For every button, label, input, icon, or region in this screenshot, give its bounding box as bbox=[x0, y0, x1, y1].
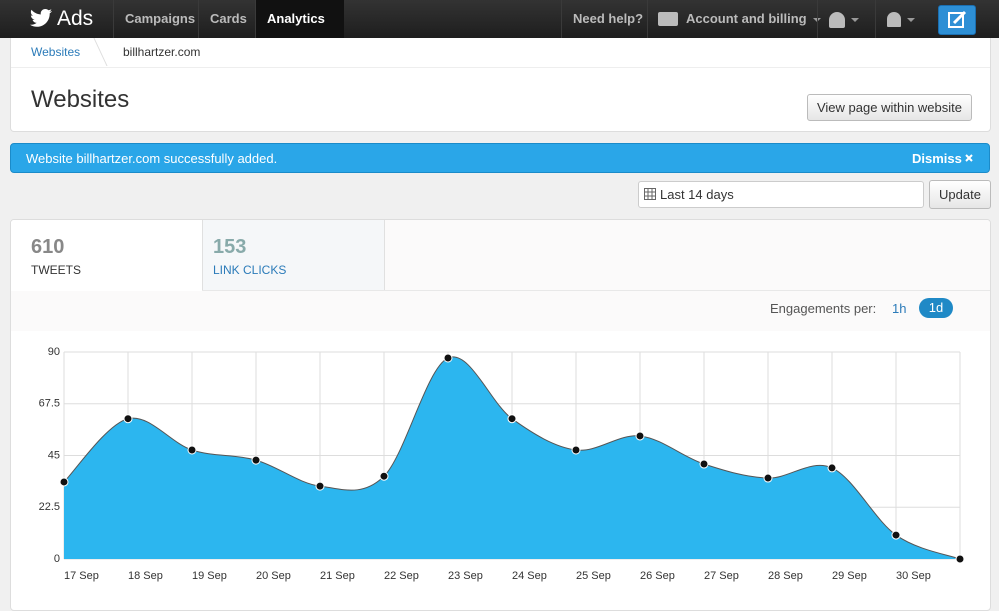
caret bbox=[907, 17, 915, 22]
tab-value: 153 bbox=[213, 236, 247, 258]
view-page-button[interactable]: View page within website bbox=[807, 94, 972, 121]
engagement-bar: Engagements per: 1h 1d bbox=[11, 291, 990, 331]
point bbox=[315, 481, 325, 491]
y-tick-label: 22.5 bbox=[39, 501, 60, 513]
point bbox=[571, 445, 581, 455]
update-button[interactable]: Update bbox=[929, 180, 991, 209]
x-tick-label: 18 Sep bbox=[128, 570, 163, 582]
x-tick-label: 20 Sep bbox=[256, 570, 291, 582]
compose-button[interactable] bbox=[938, 5, 976, 35]
breadcrumb-sep bbox=[93, 38, 108, 66]
nav-item-active[interactable]: Analytics bbox=[255, 0, 344, 60]
caret bbox=[851, 17, 859, 22]
interval-option-active[interactable]: 1d bbox=[919, 298, 953, 318]
point bbox=[59, 477, 69, 487]
close-icon bbox=[965, 154, 973, 162]
point bbox=[827, 463, 837, 473]
x-tick-label: 30 Sep bbox=[896, 570, 931, 582]
point bbox=[443, 353, 453, 363]
x-tick-label: 24 Sep bbox=[512, 570, 547, 582]
user-icon bbox=[829, 11, 845, 28]
account-menu[interactable]: Account and billing bbox=[647, 0, 832, 38]
caret bbox=[812, 17, 821, 22]
date-picker[interactable]: Last 14 days bbox=[638, 181, 924, 208]
divider bbox=[11, 67, 990, 68]
alert: Website billhartzer.com successfully add… bbox=[10, 143, 990, 173]
compose-icon bbox=[948, 10, 967, 28]
brand[interactable]: Ads bbox=[57, 7, 94, 30]
x-tick-label: 22 Sep bbox=[384, 570, 419, 582]
area bbox=[64, 356, 960, 559]
nav-bar: Ads Campaigns Cards Analytics Need help?… bbox=[0, 0, 999, 60]
nav-label: Analytics bbox=[267, 11, 325, 26]
x-tick-label: 28 Sep bbox=[768, 570, 803, 582]
twitter-logo bbox=[30, 9, 52, 27]
page-title: Websites bbox=[31, 86, 130, 113]
header-panel: Websites billhartzer.com Websites View p… bbox=[10, 38, 991, 132]
tab-label: LINK CLICKS bbox=[213, 263, 287, 277]
point bbox=[507, 414, 517, 424]
x-tick-label: 23 Sep bbox=[448, 570, 483, 582]
nav-item[interactable]: Campaigns bbox=[113, 0, 206, 38]
help-link[interactable]: Need help? bbox=[561, 0, 654, 38]
bell-icon bbox=[887, 12, 901, 28]
x-tick-label: 19 Sep bbox=[192, 570, 227, 582]
point bbox=[955, 554, 965, 564]
user-menu[interactable] bbox=[817, 0, 886, 38]
x-tick-label: 26 Sep bbox=[640, 570, 675, 582]
x-tick-label: 27 Sep bbox=[704, 570, 739, 582]
y-tick-label: 45 bbox=[48, 449, 60, 461]
calendar-icon bbox=[644, 188, 656, 200]
interval-option[interactable]: 1h bbox=[892, 301, 907, 316]
point bbox=[763, 473, 773, 483]
tab-label: TWEETS bbox=[31, 263, 81, 277]
nav-label: Account and billing bbox=[686, 11, 807, 26]
dismiss-link[interactable]: Dismiss bbox=[912, 151, 962, 166]
alert-message: Website billhartzer.com successfully add… bbox=[26, 151, 278, 166]
point bbox=[699, 459, 709, 469]
engagement-label: Engagements per: bbox=[770, 301, 877, 316]
point bbox=[635, 431, 645, 441]
point bbox=[251, 455, 261, 465]
line bbox=[63, 356, 961, 560]
breadcrumb-link[interactable]: Websites bbox=[31, 45, 81, 59]
breadcrumb-current: billhartzer.com bbox=[123, 45, 201, 59]
x-tick-label: 29 Sep bbox=[832, 570, 867, 582]
point bbox=[187, 445, 197, 455]
y-tick-label: 67.5 bbox=[39, 398, 60, 410]
point bbox=[891, 530, 901, 540]
tab[interactable]: 153 LINK CLICKS bbox=[202, 220, 385, 290]
tab-value: 610 bbox=[31, 236, 65, 258]
y-tick-label: 0 bbox=[54, 553, 60, 565]
date-range: Last 14 days bbox=[660, 187, 734, 202]
x-tick-label: 25 Sep bbox=[576, 570, 611, 582]
x-tick-label: 21 Sep bbox=[320, 570, 355, 582]
y-tick-label: 90 bbox=[48, 346, 60, 358]
nav-item[interactable]: Cards bbox=[198, 0, 258, 38]
chart: 0 22.5 45 67.5 90 17 Sep 18 Sep 19 Sep 20 Sep 21 … bbox=[39, 346, 965, 582]
point bbox=[379, 471, 389, 481]
point bbox=[123, 414, 133, 424]
notifications[interactable] bbox=[875, 0, 938, 38]
x-tick-label: 17 Sep bbox=[64, 570, 99, 582]
tab-active[interactable]: 610 TWEETS bbox=[11, 220, 202, 291]
briefcase-icon bbox=[658, 12, 678, 26]
chart-panel: 610 TWEETS 153 LINK CLICKS Engagements p… bbox=[10, 219, 991, 611]
